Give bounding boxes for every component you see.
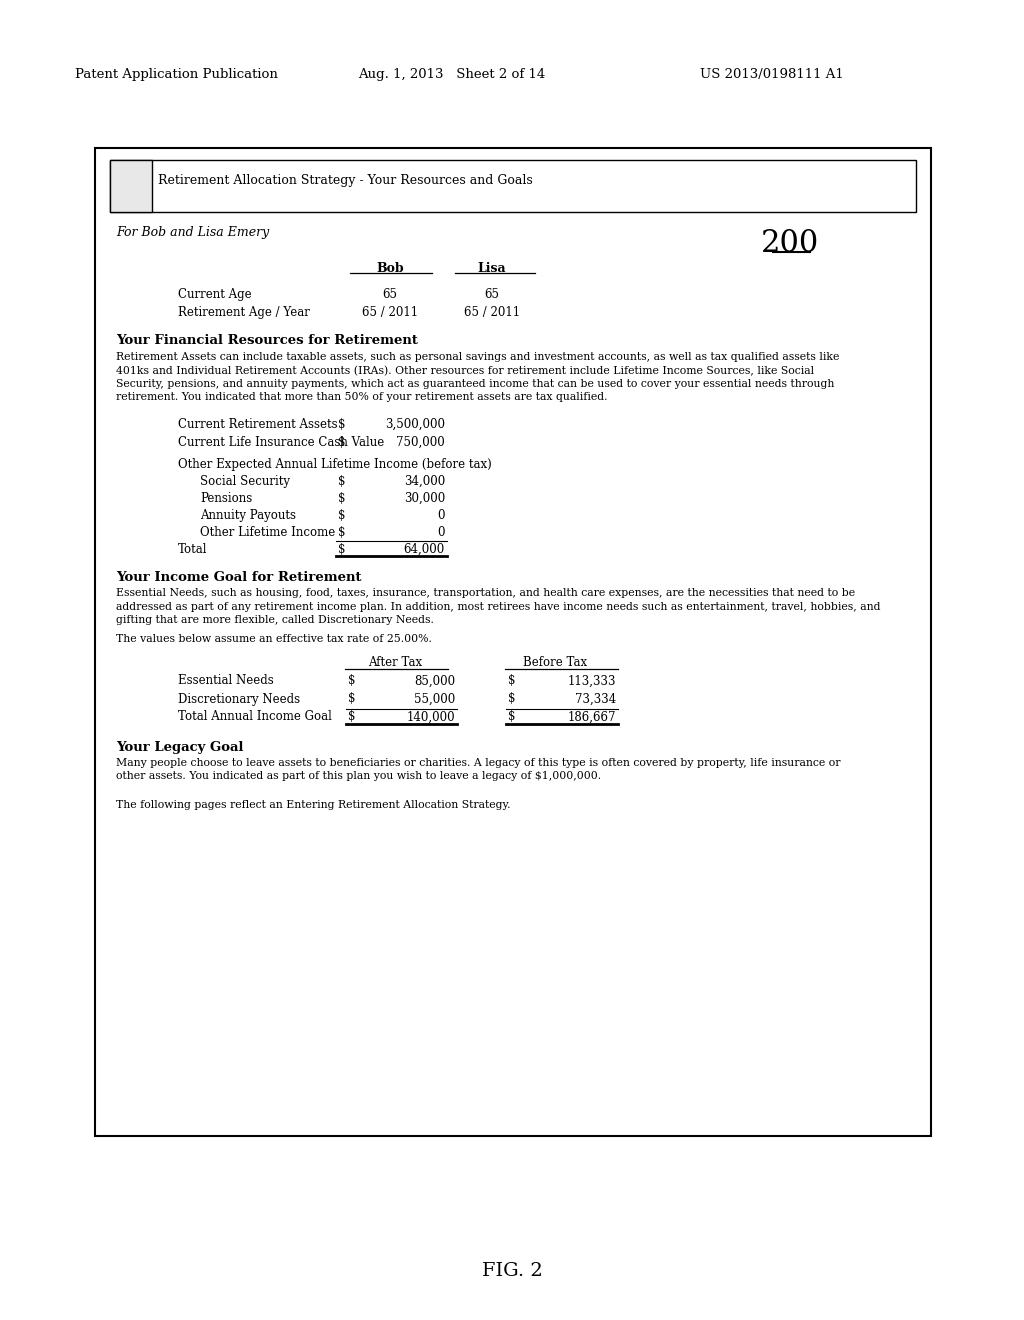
Text: Current Life Insurance Cash Value: Current Life Insurance Cash Value <box>178 436 384 449</box>
Text: 65: 65 <box>383 288 397 301</box>
Text: 65: 65 <box>484 288 500 301</box>
Text: gifting that are more flexible, called Discretionary Needs.: gifting that are more flexible, called D… <box>116 615 434 624</box>
Text: $: $ <box>508 693 515 705</box>
Text: 55,000: 55,000 <box>414 693 455 705</box>
Text: Annuity Payouts: Annuity Payouts <box>200 510 296 521</box>
Text: Total Annual Income Goal: Total Annual Income Goal <box>178 710 332 723</box>
Text: 113,333: 113,333 <box>567 675 616 688</box>
Text: Other Expected Annual Lifetime Income (before tax): Other Expected Annual Lifetime Income (b… <box>178 458 492 471</box>
Text: Patent Application Publication: Patent Application Publication <box>75 69 278 81</box>
Text: Social Security: Social Security <box>200 475 290 488</box>
Text: $: $ <box>508 710 515 723</box>
Text: addressed as part of any retirement income plan. In addition, most retirees have: addressed as part of any retirement inco… <box>116 602 881 611</box>
Bar <box>95 148 931 1137</box>
Text: 30,000: 30,000 <box>403 492 445 506</box>
Text: $: $ <box>348 710 355 723</box>
Text: $: $ <box>338 418 345 432</box>
Text: 0: 0 <box>437 510 445 521</box>
Text: Retirement Allocation Strategy - Your Resources and Goals: Retirement Allocation Strategy - Your Re… <box>158 174 532 187</box>
Text: 3,500,000: 3,500,000 <box>385 418 445 432</box>
Text: 85,000: 85,000 <box>414 675 455 688</box>
Text: Essential Needs, such as housing, food, taxes, insurance, transportation, and he: Essential Needs, such as housing, food, … <box>116 587 855 598</box>
Text: Retirement Age / Year: Retirement Age / Year <box>178 306 310 319</box>
Text: Pensions: Pensions <box>200 492 252 506</box>
Text: 200: 200 <box>761 228 819 259</box>
Text: Aug. 1, 2013   Sheet 2 of 14: Aug. 1, 2013 Sheet 2 of 14 <box>358 69 545 81</box>
Text: $: $ <box>338 436 345 449</box>
Text: $: $ <box>508 675 515 688</box>
Text: 65 / 2011: 65 / 2011 <box>361 306 418 319</box>
Text: Bob: Bob <box>376 261 403 275</box>
Text: retirement. You indicated that more than 50% of your retirement assets are tax q: retirement. You indicated that more than… <box>116 392 607 403</box>
Text: Essential Needs: Essential Needs <box>178 675 273 688</box>
Text: $: $ <box>338 510 345 521</box>
Text: 73,334: 73,334 <box>574 693 616 705</box>
Text: After Tax: After Tax <box>368 656 422 669</box>
Text: $: $ <box>338 543 345 556</box>
Text: $: $ <box>338 492 345 506</box>
Text: 186,667: 186,667 <box>567 710 616 723</box>
Text: $: $ <box>348 693 355 705</box>
Bar <box>110 160 916 213</box>
Text: Before Tax: Before Tax <box>523 656 587 669</box>
Text: 64,000: 64,000 <box>403 543 445 556</box>
Bar <box>110 160 152 213</box>
Text: The values below assume an effective tax rate of 25.00%.: The values below assume an effective tax… <box>116 635 432 644</box>
Text: Total: Total <box>178 543 208 556</box>
Text: Many people choose to leave assets to beneficiaries or charities. A legacy of th: Many people choose to leave assets to be… <box>116 758 841 767</box>
Text: Your Income Goal for Retirement: Your Income Goal for Retirement <box>116 572 361 583</box>
Text: Other Lifetime Income: Other Lifetime Income <box>200 525 335 539</box>
Text: Current Retirement Assets: Current Retirement Assets <box>178 418 338 432</box>
Text: 401ks and Individual Retirement Accounts (IRAs). Other resources for retirement : 401ks and Individual Retirement Accounts… <box>116 366 814 376</box>
Text: Retirement Assets can include taxable assets, such as personal savings and inves: Retirement Assets can include taxable as… <box>116 352 840 362</box>
Text: 34,000: 34,000 <box>403 475 445 488</box>
Text: For Bob and Lisa Emery: For Bob and Lisa Emery <box>116 226 269 239</box>
Text: 140,000: 140,000 <box>407 710 455 723</box>
Text: other assets. You indicated as part of this plan you wish to leave a legacy of $: other assets. You indicated as part of t… <box>116 771 601 781</box>
Text: $: $ <box>348 675 355 688</box>
Text: Your Legacy Goal: Your Legacy Goal <box>116 741 244 754</box>
Text: Current Age: Current Age <box>178 288 252 301</box>
Text: FIG. 2: FIG. 2 <box>481 1262 543 1280</box>
Text: $: $ <box>338 475 345 488</box>
Text: 65 / 2011: 65 / 2011 <box>464 306 520 319</box>
Text: The following pages reflect an Entering Retirement Allocation Strategy.: The following pages reflect an Entering … <box>116 800 511 810</box>
Text: Lisa: Lisa <box>477 261 506 275</box>
Text: $: $ <box>338 525 345 539</box>
Text: US 2013/0198111 A1: US 2013/0198111 A1 <box>700 69 844 81</box>
Text: Your Financial Resources for Retirement: Your Financial Resources for Retirement <box>116 334 418 347</box>
Text: Security, pensions, and annuity payments, which act as guaranteed income that ca: Security, pensions, and annuity payments… <box>116 379 835 389</box>
Text: 0: 0 <box>437 525 445 539</box>
Text: Discretionary Needs: Discretionary Needs <box>178 693 300 705</box>
Text: 750,000: 750,000 <box>396 436 445 449</box>
